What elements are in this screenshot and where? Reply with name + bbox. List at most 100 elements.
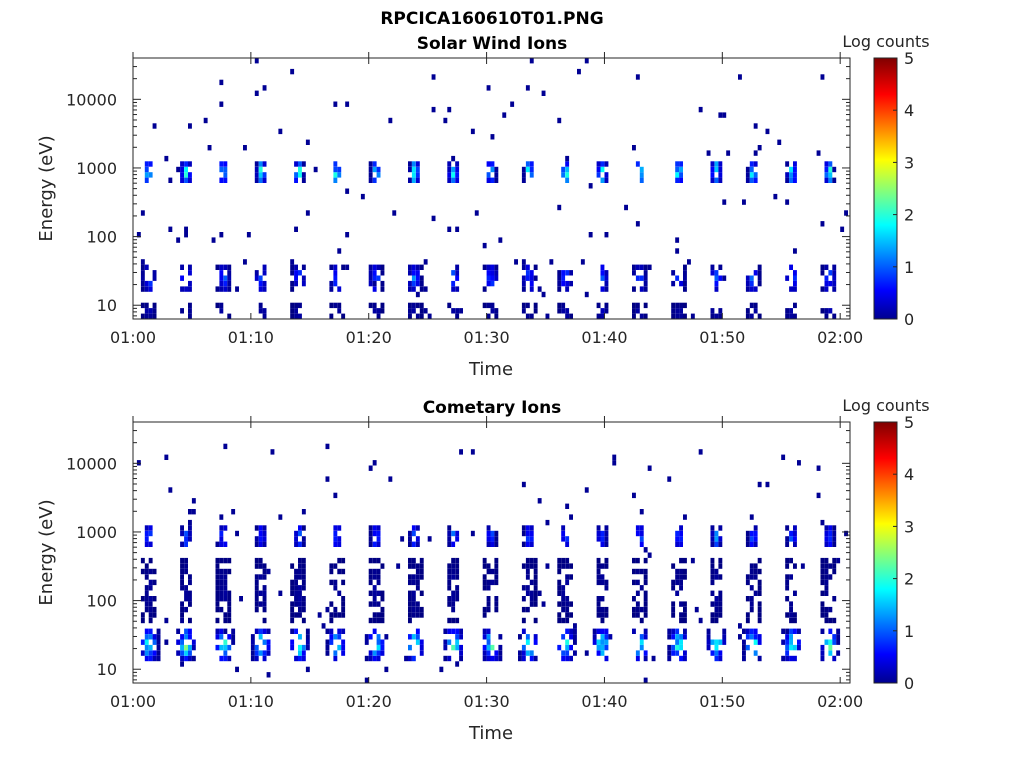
heatmap-cell [828,308,833,314]
heatmap-cell [632,606,636,613]
heatmap-cell [411,612,416,618]
heatmap-cell [565,655,570,662]
heatmap-cell [148,634,153,640]
heatmap-cell [341,606,346,613]
heatmap-cell [832,563,837,569]
heatmap-cell [368,579,373,586]
heatmap-cell [683,275,687,281]
heatmap-cell [828,606,833,613]
heatmap-cell [294,574,298,580]
heatmap-cell [828,563,833,569]
heatmap-cell [521,259,526,265]
heatmap-cell [396,563,401,569]
heatmap-cell [152,302,157,309]
heatmap-cell [749,530,754,537]
heatmap-cell [227,655,232,662]
heatmap-cell [518,634,522,640]
heatmap-cell [679,644,683,651]
heatmap-cell [639,172,644,178]
heatmap-cell [494,270,499,276]
heatmap-cell [486,177,491,183]
heatmap-cell [710,161,715,167]
heatmap-cell [419,275,424,281]
heatmap-cell [714,606,719,613]
heatmap-cell [745,308,750,314]
heatmap-cell [482,628,487,634]
heatmap-cell [368,574,373,580]
heatmap-cell [639,286,644,292]
heatmap-cell [215,601,220,607]
heatmap-cell [793,248,797,254]
heatmap-cell [368,525,373,531]
heatmap-cell [415,280,420,287]
heatmap-cell [325,443,330,450]
heatmap-cell [569,634,573,640]
heatmap-cell [290,563,295,569]
heatmap-cell [258,275,263,281]
heatmap-cell [671,585,676,591]
heatmap-cell [604,655,609,662]
heatmap-cell [824,172,829,178]
heatmap-cell [180,585,184,591]
heatmap-cell [714,655,719,662]
heatmap-cell [753,650,758,656]
heatmap-cell [455,661,460,667]
heatmap-cell [227,557,232,564]
heatmap-cell [490,270,495,276]
heatmap-cell [290,606,295,613]
heatmap-cell [148,172,153,178]
heatmap-cell [180,557,184,564]
heatmap-cell [215,302,220,309]
heatmap-cell [298,644,302,651]
heatmap-cell [152,275,157,281]
heatmap-cell [742,639,746,645]
heatmap-cell [144,172,149,178]
heatmap-cell [482,264,487,270]
heatmap-cell [596,639,601,645]
heatmap-cell [459,650,463,656]
heatmap-cell [262,177,267,183]
heatmap-cell [219,275,224,281]
heatmap-cell [223,275,228,281]
heatmap-cell [529,270,534,276]
heatmap-cell [188,302,192,309]
heatmap-cell [639,177,644,183]
heatmap-cell [749,568,754,575]
heatmap-cell [415,634,420,640]
heatmap-cell [753,308,758,314]
heatmap-cell [832,286,837,292]
heatmap-cell [140,302,145,309]
heatmap-cell [561,596,566,602]
heatmap-cell [262,161,267,167]
heatmap-cell [482,585,487,591]
heatmap-cell [419,563,424,569]
heatmap-cell [380,264,385,270]
heatmap-cell [745,275,750,281]
heatmap-cell [718,112,723,118]
heatmap-cell [525,563,530,569]
colorbar [873,57,898,320]
heatmap-cell [408,655,412,662]
heatmap-cell [447,172,452,178]
heatmap-cell [290,259,295,265]
heatmap-cell [219,264,224,270]
heatmap-cell [643,634,648,640]
heatmap-cell [710,612,715,618]
heatmap-cell [223,590,228,596]
heatmap-cell [793,536,797,542]
heatmap-cell [494,601,499,607]
heatmap-cell [486,650,491,656]
heatmap-cell [785,557,790,564]
heatmap-cell [419,302,424,309]
heatmap-cell [148,280,153,287]
heatmap-cell [632,270,636,276]
heatmap-cell [675,302,680,309]
heatmap-cell [757,579,762,586]
heatmap-cell [679,525,683,531]
heatmap-cell [529,557,534,564]
heatmap-cell [639,536,644,542]
y-tick-label: 10 [97,660,117,679]
heatmap-cell [262,525,267,531]
heatmap-cell [683,302,687,309]
heatmap-cell [785,644,790,651]
